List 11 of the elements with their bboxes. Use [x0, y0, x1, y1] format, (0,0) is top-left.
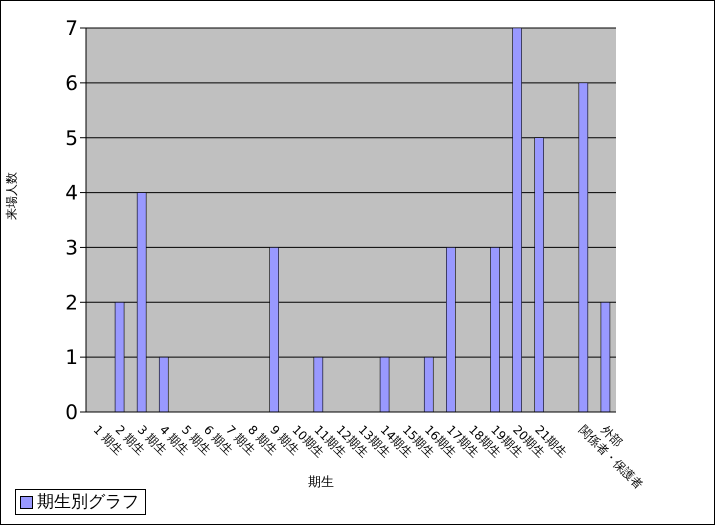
legend-label: 期生別グラフ [37, 492, 139, 512]
y-tick-label: 1 [65, 345, 78, 370]
y-tick-label: 5 [65, 126, 78, 150]
y-tick-label: 4 [65, 180, 78, 205]
y-tick-label: 0 [65, 400, 78, 424]
y-axis-title: 来場人数 [4, 172, 18, 220]
y-tick-label: 3 [65, 236, 78, 260]
x-axis-title: 期生 [308, 475, 334, 490]
y-tick-label: 6 [65, 70, 78, 95]
y-tick-label: 7 [65, 16, 78, 40]
y-tick-label: 2 [65, 290, 78, 314]
